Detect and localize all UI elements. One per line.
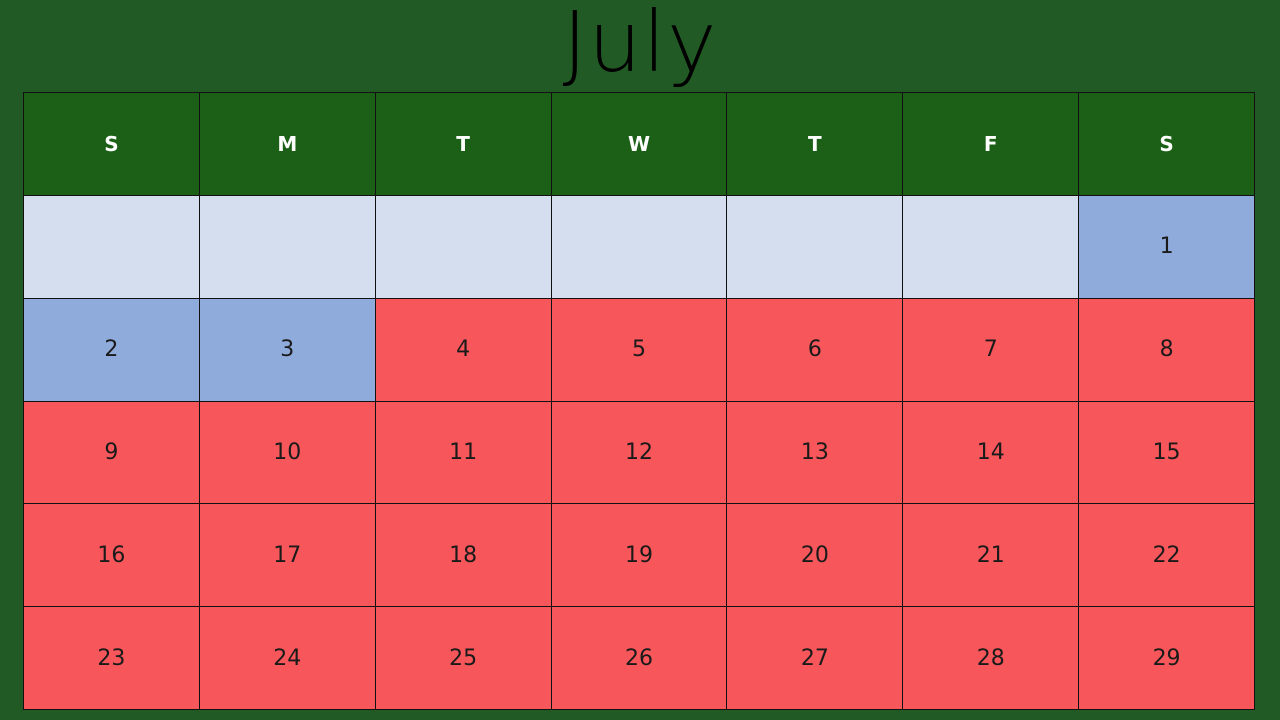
day-cell-empty <box>903 195 1080 299</box>
day-cell[interactable]: 5 <box>551 298 728 402</box>
day-cell-empty <box>24 195 200 299</box>
day-cell[interactable]: 9 <box>24 401 200 505</box>
weekday-header-sat: S <box>1079 93 1255 196</box>
day-cell[interactable]: 4 <box>375 298 552 402</box>
day-cell[interactable]: 1 <box>1079 195 1255 299</box>
day-cell[interactable]: 25 <box>375 607 552 710</box>
day-cell[interactable]: 13 <box>727 401 904 505</box>
day-cell-empty <box>551 195 728 299</box>
day-cell[interactable]: 19 <box>551 504 728 608</box>
day-cell-empty <box>375 195 552 299</box>
day-cell-empty <box>199 195 376 299</box>
day-cell[interactable]: 15 <box>1079 401 1255 505</box>
day-cell[interactable]: 23 <box>24 607 200 710</box>
calendar-title: July <box>562 0 718 91</box>
day-cell[interactable]: 18 <box>375 504 552 608</box>
day-cell[interactable]: 16 <box>24 504 200 608</box>
day-cell[interactable]: 24 <box>199 607 376 710</box>
day-cell[interactable]: 6 <box>727 298 904 402</box>
day-cell[interactable]: 14 <box>903 401 1080 505</box>
day-cell[interactable]: 28 <box>903 607 1080 710</box>
day-cell[interactable]: 3 <box>199 298 376 402</box>
day-cell[interactable]: 8 <box>1079 298 1255 402</box>
weekday-header-sun: S <box>24 93 200 196</box>
day-cell[interactable]: 2 <box>24 298 200 402</box>
day-cell[interactable]: 21 <box>903 504 1080 608</box>
weekday-header-wed: W <box>551 93 728 196</box>
day-cell-empty <box>727 195 904 299</box>
day-cell[interactable]: 11 <box>375 401 552 505</box>
day-cell[interactable]: 10 <box>199 401 376 505</box>
day-cell[interactable]: 12 <box>551 401 728 505</box>
weekday-header-thu: T <box>727 93 904 196</box>
weekday-header-mon: M <box>199 93 376 196</box>
day-cell[interactable]: 27 <box>727 607 904 710</box>
day-cell[interactable]: 20 <box>727 504 904 608</box>
calendar-grid: S M T W T F S 1 2 3 4 5 6 7 8 9 10 11 12… <box>23 92 1255 710</box>
day-cell[interactable]: 7 <box>903 298 1080 402</box>
day-cell[interactable]: 17 <box>199 504 376 608</box>
weekday-header-fri: F <box>903 93 1080 196</box>
day-cell[interactable]: 29 <box>1079 607 1255 710</box>
day-cell[interactable]: 22 <box>1079 504 1255 608</box>
weekday-header-tue: T <box>375 93 552 196</box>
day-cell[interactable]: 26 <box>551 607 728 710</box>
